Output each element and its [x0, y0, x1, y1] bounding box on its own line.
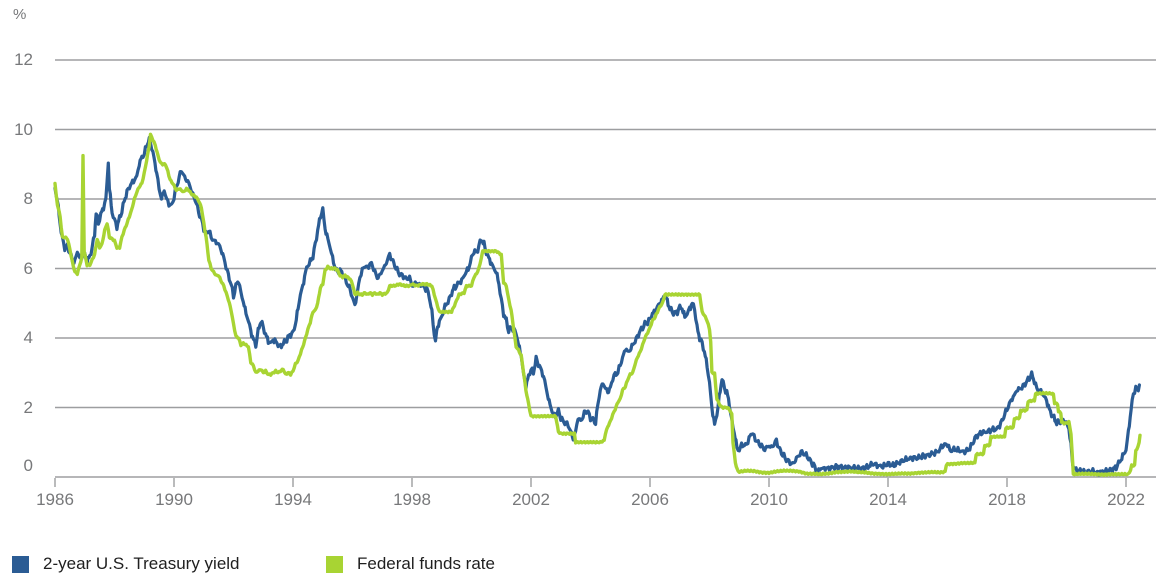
y-axis-unit-label: % [13, 6, 27, 23]
x-tick-label: 1986 [36, 490, 74, 509]
y-tick-label: 10 [14, 119, 33, 139]
series-line-treasury-yield [53, 135, 1142, 477]
series-line-federal-funds-rate [53, 132, 1142, 477]
legend-item-treasury-yield: 2-year U.S. Treasury yield [12, 554, 240, 574]
legend: 2-year U.S. Treasury yield Federal funds… [12, 554, 1112, 576]
y-tick-label: 12 [14, 50, 33, 69]
federal-funds-rate-swatch [326, 555, 343, 573]
x-tick-label: 2014 [869, 490, 907, 509]
legend-item-federal-funds-rate: Federal funds rate [326, 554, 495, 574]
federal-funds-rate-label: Federal funds rate [357, 554, 495, 573]
treasury-yield-label: 2-year U.S. Treasury yield [43, 554, 240, 573]
y-tick-label: 8 [23, 189, 33, 208]
x-tick-label: 1994 [274, 490, 312, 509]
x-tick-label: 1998 [393, 490, 431, 509]
x-tick-label: 1990 [155, 490, 193, 509]
x-tick-label: 2006 [631, 490, 669, 509]
plot-area [53, 59, 1156, 487]
y-tick-label: 6 [23, 258, 33, 278]
x-tick-label: 2002 [512, 490, 550, 509]
y-tick-label: 4 [23, 328, 33, 347]
treasury-yield-swatch [12, 555, 29, 573]
x-tick-label: 2022 [1107, 490, 1145, 509]
y-tick-label: 2 [23, 397, 33, 417]
y-tick-label: 0 [23, 456, 33, 475]
x-tick-label: 2018 [988, 490, 1026, 509]
x-tick-label: 2010 [750, 490, 788, 509]
